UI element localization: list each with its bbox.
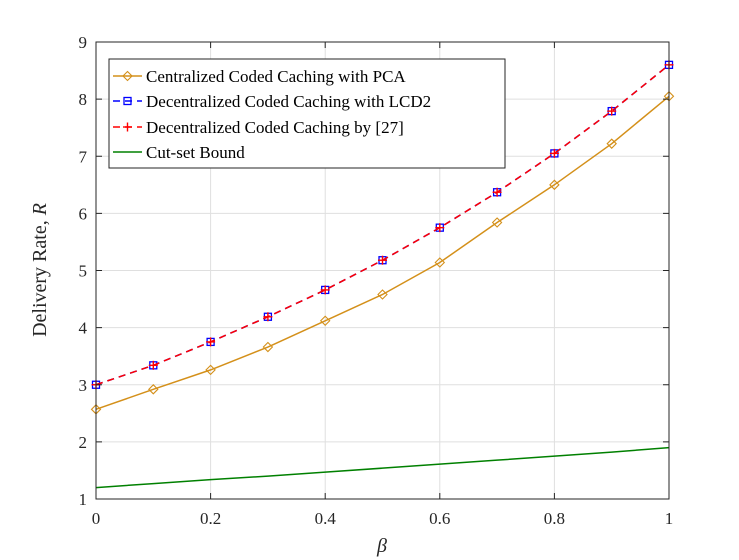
legend-entry-2: Decentralized Coded Caching with LCD2 [113, 92, 431, 111]
data-point-diamond [122, 70, 133, 82]
ticks: 0 0.2 0.4 0.6 0.8 1 1 2 3 4 5 6 7 8 9 [79, 33, 674, 528]
x-tick-label: 0.2 [200, 509, 221, 528]
legend-box [108, 58, 506, 169]
y-tick-label: 7 [79, 147, 88, 166]
data-point-diamond [148, 384, 159, 395]
series-layer [90, 60, 675, 489]
x-tick-label: 0 [92, 509, 101, 528]
y-tick-label: 8 [79, 90, 88, 109]
y-axis-label-symbol: R [29, 203, 51, 216]
series-4 [95, 446, 670, 489]
data-point-diamond [491, 217, 503, 228]
data-point-diamond [377, 289, 388, 300]
series-1 [90, 90, 675, 415]
x-tick-label: 0.8 [544, 509, 565, 528]
x-axis-label: β [376, 535, 387, 557]
data-point-diamond [319, 315, 331, 327]
y-tick-label: 3 [79, 376, 88, 395]
legend-label: Decentralized Coded Caching with LCD2 [146, 92, 431, 111]
legend-entry-4: Cut-set Bound [113, 143, 245, 162]
series-line [95, 95, 670, 411]
y-tick-label: 1 [79, 490, 88, 509]
y-tick-label: 5 [79, 262, 88, 281]
data-point-diamond [434, 257, 446, 268]
y-tick-label: 9 [79, 33, 88, 52]
data-point-diamond [262, 341, 274, 353]
x-tick-label: 0.4 [315, 509, 337, 528]
y-tick-label: 4 [79, 319, 88, 338]
legend-label: Centralized Coded Caching with PCA [146, 67, 406, 86]
legend-entry-3: Decentralized Coded Caching by [27] [113, 118, 404, 137]
data-point-diamond [205, 364, 216, 376]
data-point-diamond [549, 179, 560, 191]
y-axis-label: Delivery Rate, R [29, 203, 51, 337]
legend-entries: Centralized Coded Caching with PCA Decent… [113, 67, 431, 162]
x-tick-label: 0.6 [429, 509, 450, 528]
legend-label: Decentralized Coded Caching by [27] [146, 118, 404, 137]
series-line [95, 446, 670, 489]
y-axis-label-text: Delivery Rate, [29, 215, 51, 337]
y-tick-label: 6 [79, 204, 88, 223]
y-tick-label: 2 [79, 433, 88, 452]
x-tick-label: 1 [665, 509, 674, 528]
legend-label: Cut-set Bound [146, 143, 245, 162]
legend-entry-1: Centralized Coded Caching with PCA [113, 67, 406, 86]
data-point-diamond [606, 138, 617, 149]
data-point-square [123, 96, 132, 106]
legend: Centralized Coded Caching with PCA Decent… [108, 58, 506, 169]
